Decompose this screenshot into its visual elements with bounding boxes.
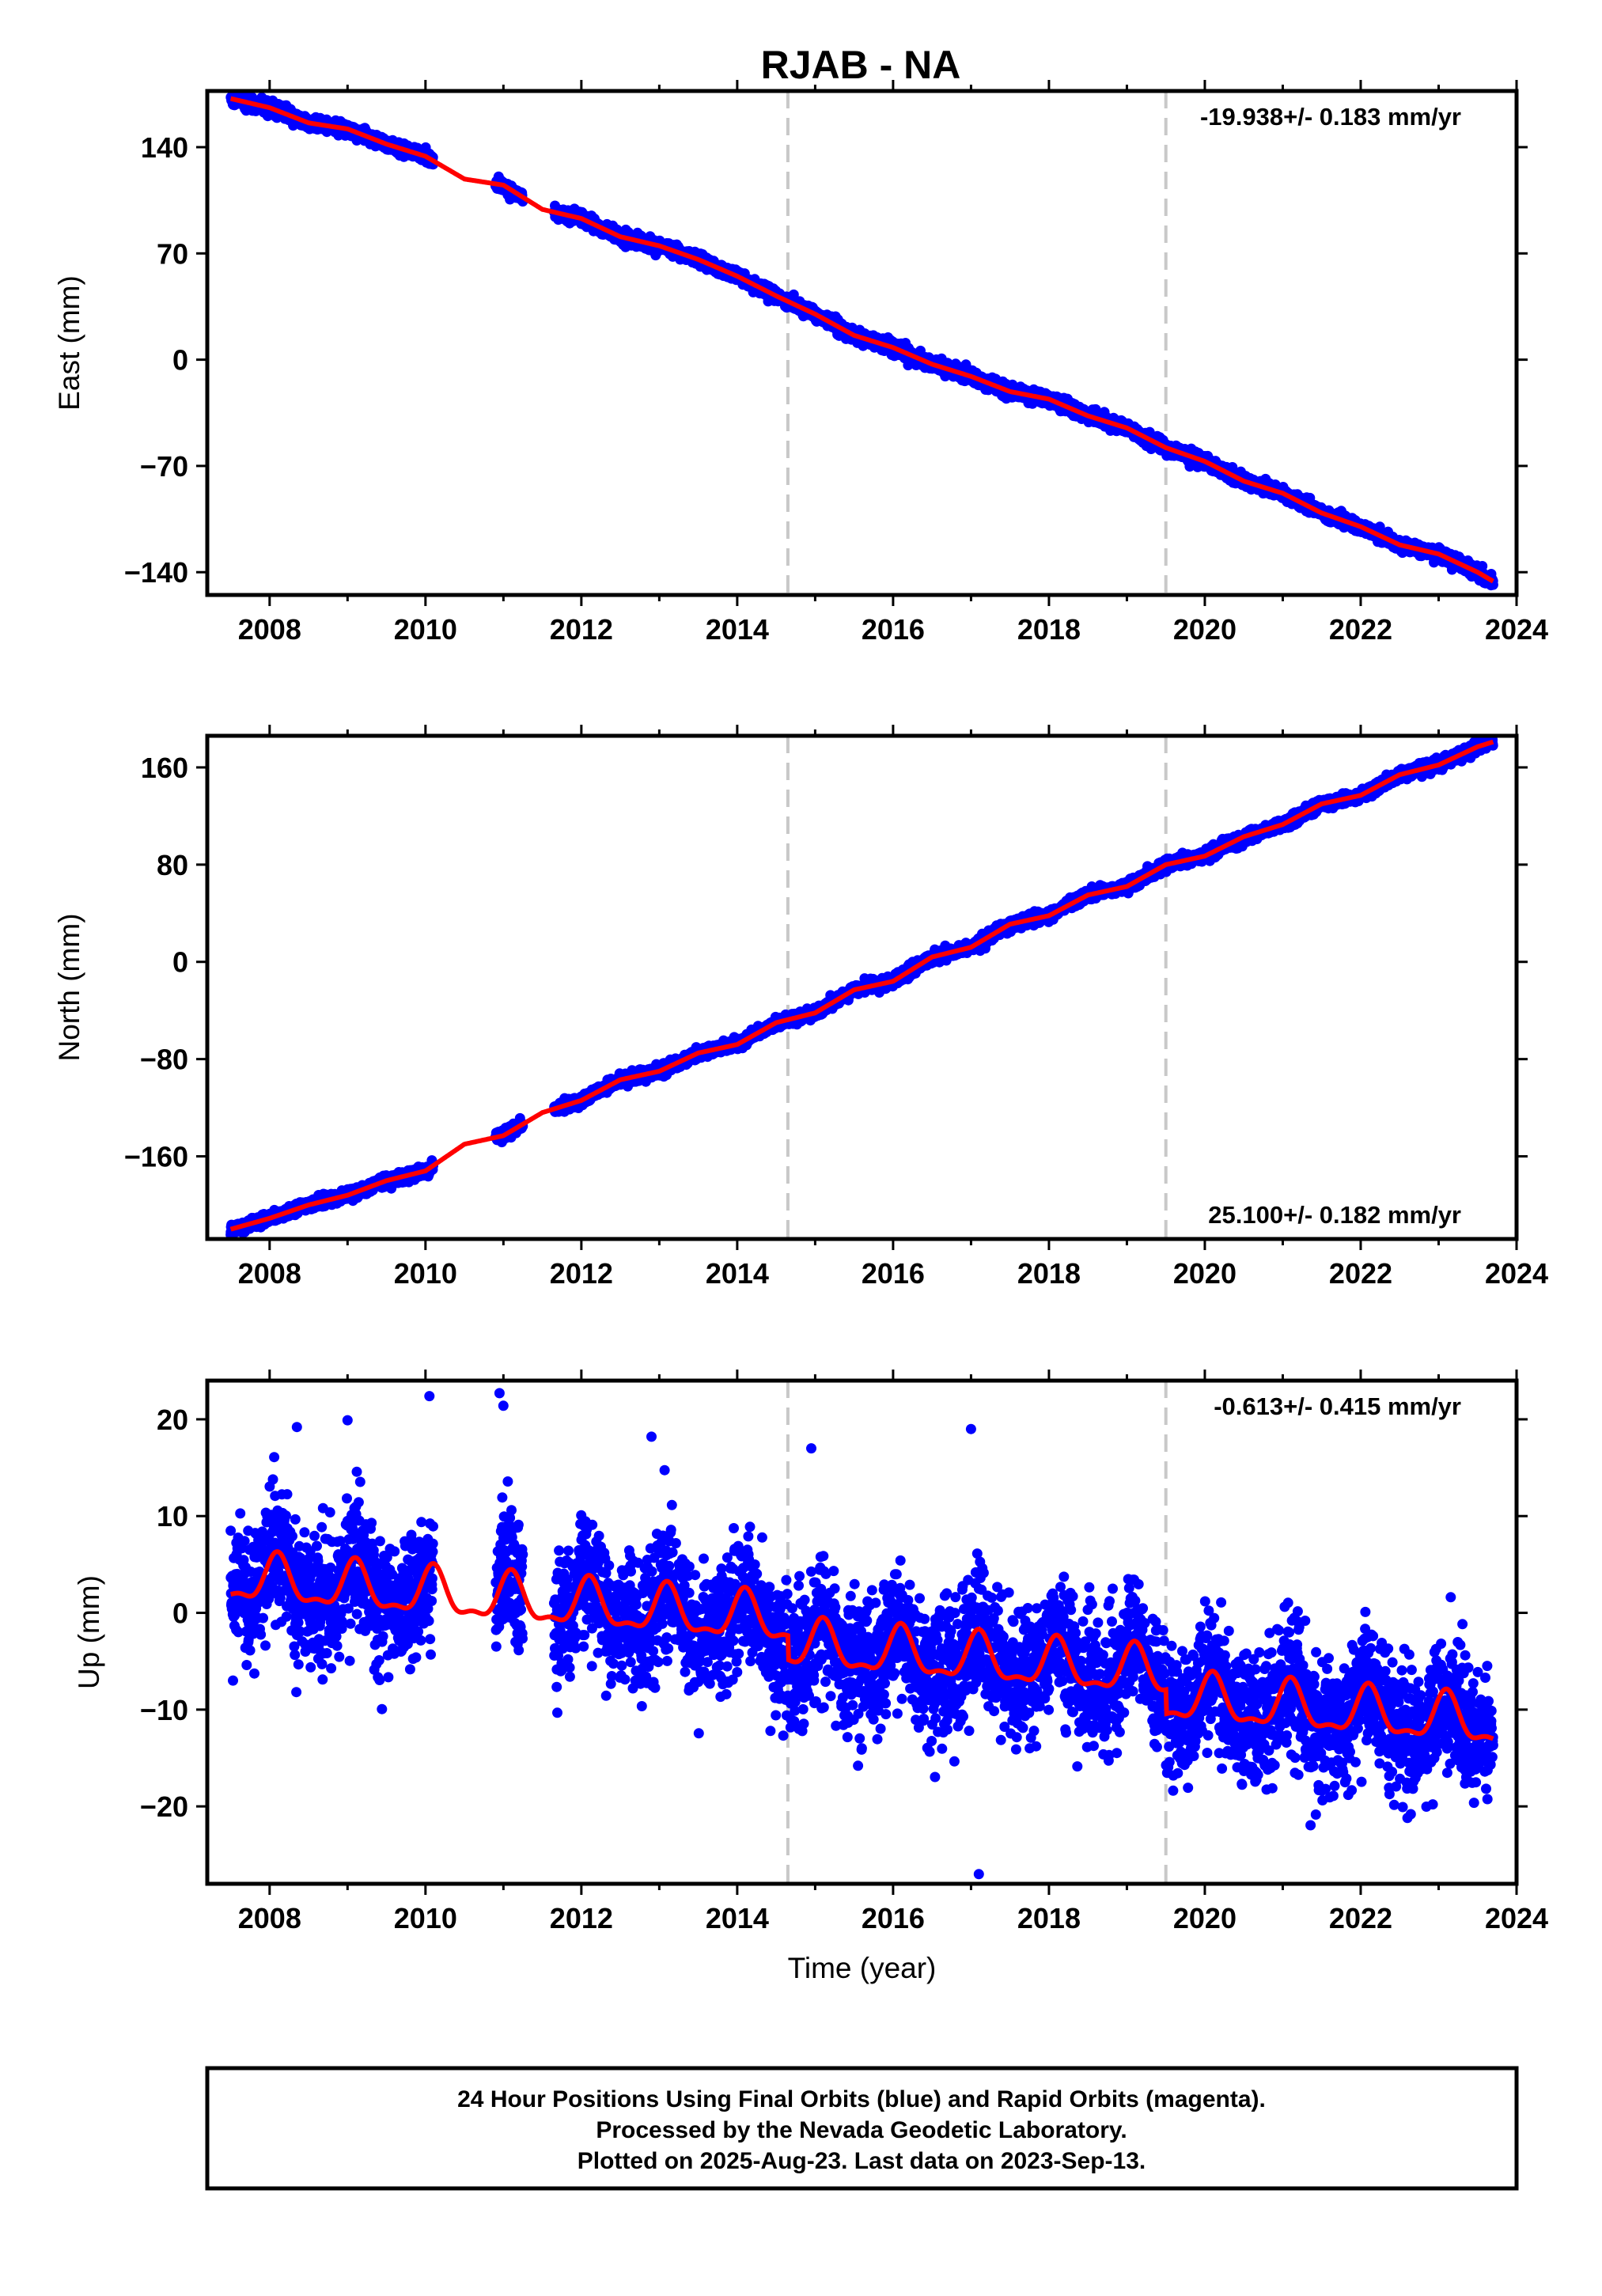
- east-panel: 2008 2010 2012 2014 2016 2018 2020 2022 2024 −140…: [53, 80, 1548, 646]
- y-tick-label: −140: [124, 556, 188, 589]
- y-tick-label: −70: [140, 450, 188, 483]
- y-tick-label: 0: [172, 344, 188, 377]
- x-tick-label: 2008: [238, 613, 301, 646]
- y-tick-label: 70: [157, 237, 188, 270]
- north-panel: 2008 2010 2012 2014 2016 2018 2020 2022 2024−160…: [53, 725, 1548, 1290]
- x-tick-label: 2024: [1485, 613, 1548, 646]
- x-tick-label: 2020: [1173, 613, 1237, 646]
- y-tick-label: 140: [141, 131, 188, 164]
- x-tick-label: 2022: [1329, 613, 1392, 646]
- x-tick-label: 2018: [1017, 613, 1081, 646]
- x-tick-label: 2012: [550, 613, 613, 646]
- figure-title: RJAB - NA: [761, 43, 961, 87]
- x-tick-label: 2014: [706, 613, 769, 646]
- y-axis-label: East (mm): [53, 275, 85, 411]
- velocity-label: -19.938+/- 0.183 mm/yr: [1200, 103, 1461, 131]
- x-tick-label: 2016: [862, 613, 925, 646]
- x-tick-label: 2010: [394, 613, 457, 646]
